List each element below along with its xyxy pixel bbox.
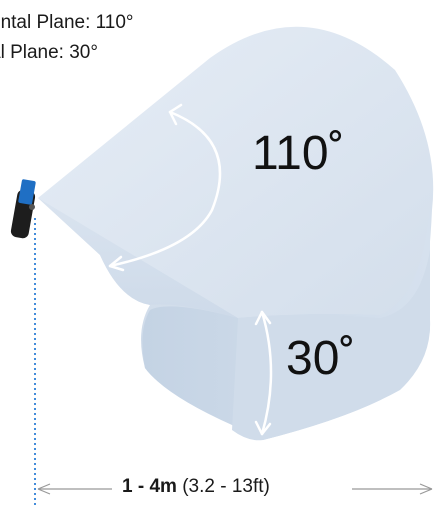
vertical-angle-label: 30˚ xyxy=(286,332,356,385)
detection-volume-top xyxy=(38,26,434,331)
legend: ontal Plane: 110° al Plane: 30° xyxy=(0,8,134,68)
range-arrow xyxy=(37,483,433,495)
legend-horizontal-plane: ontal Plane: 110° xyxy=(0,12,134,33)
legend-vertical-plane: al Plane: 30° xyxy=(0,42,98,63)
sensor-device-icon xyxy=(10,179,36,239)
vertical-angle-arrow xyxy=(254,310,273,436)
horizontal-angle-arrow xyxy=(108,103,222,272)
range-label: 1 - 4m (3.2 - 13ft) xyxy=(118,476,274,498)
range-imperial: (3.2 - 13ft) xyxy=(176,476,270,497)
detection-volume-front-face xyxy=(232,250,431,441)
range-metric: 1 - 4m xyxy=(122,476,177,497)
horizontal-angle-label: 110˚ xyxy=(252,127,345,180)
